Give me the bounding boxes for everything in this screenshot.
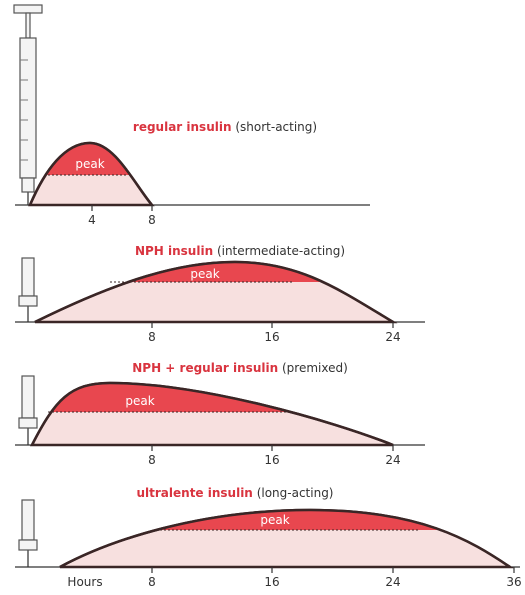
tick-label: 16 <box>264 330 279 344</box>
panel-ultralente: peak ultralente insulin (long-acting) Ho… <box>15 486 522 589</box>
tick-label: 24 <box>385 575 400 589</box>
peak-label: peak <box>75 157 104 171</box>
panel-nph: peak NPH insulin (intermediate-acting) 8… <box>15 244 425 344</box>
title: ultralente insulin (long-acting) <box>136 486 333 500</box>
title: NPH + regular insulin (premixed) <box>132 361 348 375</box>
panel-regular: peak regular insulin (short-acting) 4 8 <box>13 4 370 227</box>
tick-label: 8 <box>148 575 156 589</box>
insulin-name: ultralente insulin <box>136 486 252 500</box>
tick-label: 16 <box>264 453 279 467</box>
tick-label: 8 <box>148 453 156 467</box>
insulin-note: (intermediate-acting) <box>217 244 345 258</box>
insulin-name: regular insulin <box>133 120 232 134</box>
tick-label: 24 <box>385 453 400 467</box>
tick-label: 24 <box>385 330 400 344</box>
syringe <box>18 257 38 322</box>
tick-label: 8 <box>148 213 156 227</box>
insulin-note: (premixed) <box>282 361 348 375</box>
tick-label: 16 <box>264 575 279 589</box>
insulin-note: (short-acting) <box>235 120 317 134</box>
syringe <box>13 4 43 205</box>
insulin-note: (long-acting) <box>257 486 334 500</box>
tick-label: 36 <box>506 575 521 589</box>
panel-premixed: peak NPH + regular insulin (premixed) 8 … <box>15 361 425 467</box>
peak-label: peak <box>125 394 154 408</box>
syringe <box>18 375 38 445</box>
tick-label: 4 <box>88 213 96 227</box>
title: NPH insulin (intermediate-acting) <box>135 244 345 258</box>
peak-label: peak <box>260 513 289 527</box>
tick-label: 8 <box>148 330 156 344</box>
insulin-name: NPH insulin <box>135 244 213 258</box>
peak-label: peak <box>190 267 219 281</box>
title: regular insulin (short-acting) <box>133 120 317 134</box>
axis-label: Hours <box>67 575 102 589</box>
syringe <box>18 499 38 567</box>
insulin-name: NPH + regular insulin <box>132 361 278 375</box>
